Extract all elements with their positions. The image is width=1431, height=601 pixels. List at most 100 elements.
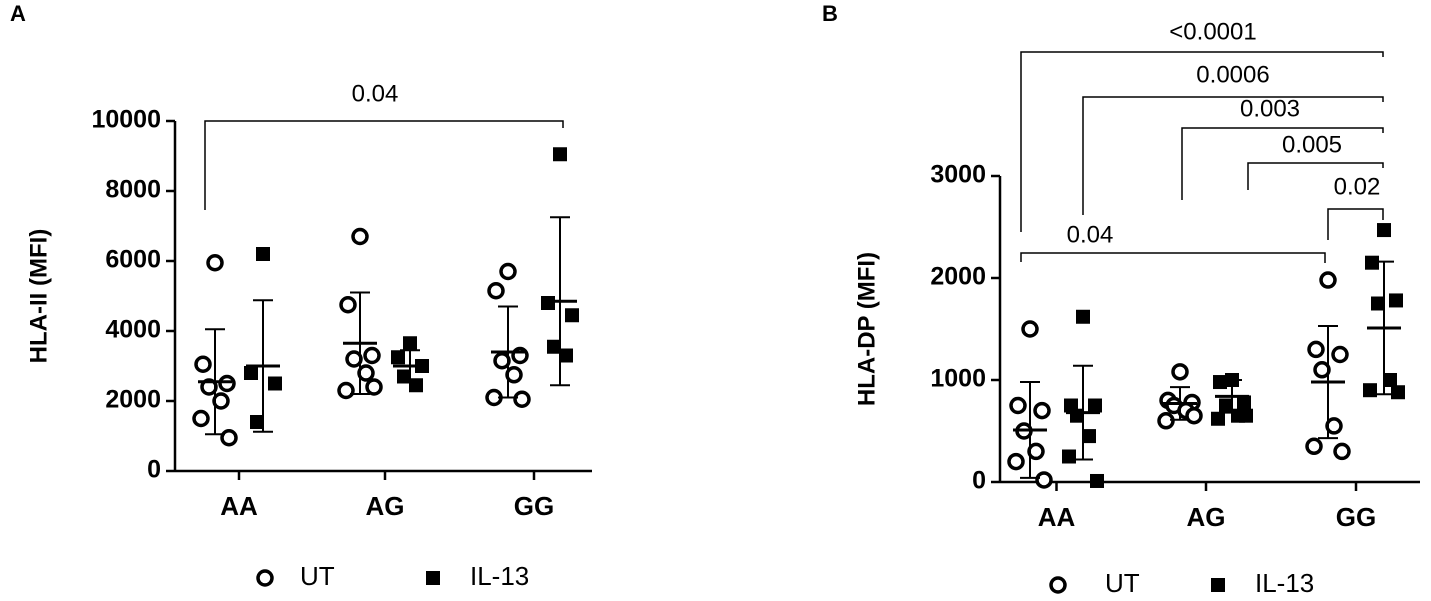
significance-bracket	[1181, 127, 1384, 200]
p-value: 0.04	[352, 80, 399, 107]
point	[553, 147, 567, 162]
point	[1007, 452, 1025, 471]
point	[1171, 363, 1189, 381]
error-bar	[253, 299, 273, 433]
point	[1213, 375, 1227, 390]
error-bar	[1073, 364, 1093, 461]
significance-bracket	[1020, 252, 1326, 263]
error-bar	[1170, 386, 1190, 421]
y-tick-label: 8000	[105, 176, 161, 204]
error-bar	[1374, 260, 1394, 396]
p-value: <0.0001	[1169, 18, 1256, 45]
point	[493, 352, 511, 370]
point	[403, 336, 417, 351]
point	[1377, 223, 1391, 238]
p-value: 0.0006	[1196, 61, 1269, 88]
significance-bracket	[1082, 96, 1384, 215]
legend-label: UT	[1105, 568, 1140, 598]
legend-label: IL-13	[1255, 568, 1314, 598]
x-tick-label: AG	[366, 491, 405, 521]
point	[1082, 429, 1096, 444]
significance-bracket	[1327, 208, 1384, 240]
y-tick-label: 6000	[105, 246, 161, 274]
point	[541, 296, 555, 310]
point	[1363, 383, 1377, 398]
point	[1313, 361, 1331, 379]
x-tick-label: GG	[514, 491, 554, 521]
point	[513, 390, 531, 408]
p-value: 0.003	[1240, 95, 1300, 122]
point	[1157, 412, 1175, 430]
legend-marker	[1049, 576, 1067, 594]
point	[337, 381, 355, 400]
significance-bracket	[1247, 162, 1384, 190]
point	[194, 355, 212, 373]
point	[1090, 473, 1104, 488]
p-value: 0.02	[1334, 173, 1381, 200]
point	[218, 374, 236, 393]
point	[547, 339, 561, 354]
point	[1331, 345, 1349, 364]
legend-marker	[256, 569, 274, 587]
point	[1035, 471, 1053, 489]
error-bar	[1318, 324, 1338, 440]
y-tick-label: 0	[147, 456, 161, 484]
point	[1383, 373, 1397, 387]
point	[345, 350, 363, 368]
significance-bracket	[1020, 51, 1384, 232]
error-bar	[400, 349, 420, 383]
error-bar	[1020, 381, 1040, 479]
point	[244, 366, 258, 380]
point	[1027, 442, 1045, 461]
y-tick-label: 0	[972, 467, 986, 495]
point	[1325, 417, 1343, 435]
point	[487, 282, 505, 300]
point	[1391, 385, 1405, 400]
y-axis-label: HLA-DP (MFI)	[853, 252, 880, 406]
point	[565, 308, 579, 323]
point	[357, 364, 375, 382]
panel-label: A	[10, 1, 26, 26]
point	[1307, 340, 1325, 359]
point	[268, 376, 282, 391]
point	[1365, 255, 1379, 270]
legend-label: UT	[300, 561, 335, 591]
point	[339, 296, 357, 314]
x-tick-label: AA	[220, 491, 258, 521]
point	[1371, 296, 1385, 311]
point	[505, 366, 523, 384]
point	[1088, 398, 1102, 413]
error-bar	[350, 291, 370, 395]
error-bar	[205, 328, 225, 436]
point	[212, 392, 230, 410]
error-bar	[498, 305, 518, 399]
point	[1237, 395, 1251, 410]
point	[363, 346, 381, 365]
point	[1211, 411, 1225, 426]
y-tick-label: 1000	[930, 365, 986, 393]
point	[250, 415, 264, 429]
p-value: 0.005	[1282, 131, 1342, 158]
point	[559, 348, 573, 363]
point	[365, 378, 383, 396]
point	[499, 262, 517, 281]
point	[1070, 408, 1084, 423]
point	[1076, 309, 1090, 324]
panel-label: B	[822, 1, 838, 26]
point	[1239, 408, 1253, 423]
point	[1062, 449, 1076, 464]
x-tick-label: AA	[1038, 502, 1076, 532]
point	[1033, 401, 1051, 420]
point	[1389, 293, 1403, 308]
point	[1333, 442, 1351, 461]
point	[397, 369, 411, 384]
y-axis-label: HLA-II (MFI)	[25, 229, 52, 364]
point	[206, 254, 224, 272]
y-tick-label: 3000	[930, 161, 986, 189]
x-tick-label: GG	[1336, 502, 1376, 532]
point	[1021, 320, 1039, 338]
point	[409, 378, 423, 393]
point	[1219, 398, 1233, 413]
point	[192, 409, 210, 428]
y-tick-label: 2000	[930, 263, 986, 291]
